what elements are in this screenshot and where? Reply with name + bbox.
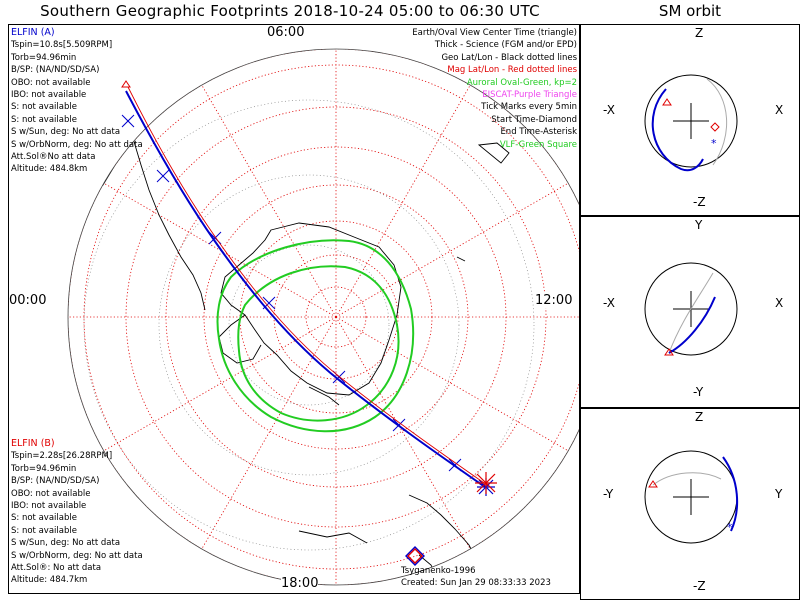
time-label-bottom: 18:00: [281, 576, 319, 591]
legend-item: Start Time-Diamond: [491, 114, 577, 125]
sm-axis-left: -X: [603, 296, 615, 310]
sm-xz-canvas: *: [644, 74, 738, 172]
elfin-a-line: IBO: not available: [11, 90, 87, 101]
sm-yz-canvas: *: [644, 450, 739, 544]
sm-start-triangle-icon: [664, 348, 674, 356]
sm-orbit-title: SM orbit: [658, 2, 722, 20]
sm-asterisk-icon: *: [727, 521, 733, 534]
sm-panel-xz[interactable]: * Z -Z -X X: [580, 24, 800, 216]
sm-axis-top: Z: [695, 410, 704, 424]
elfin-a-track: [121, 90, 495, 496]
elfin-a-line: S: not available: [11, 114, 77, 125]
track-tick-marks: [121, 114, 462, 472]
legend-item: Mag Lat/Lon - Red dotted lines: [447, 65, 577, 76]
elfin-a-line: S w/OrbNorm, deg: No att data: [11, 139, 143, 150]
page-title: Southern Geographic Footprints 2018-10-2…: [40, 2, 540, 20]
elfin-a-line: Att.Sol®No att data: [11, 152, 96, 163]
map-boundary: [67, 48, 579, 586]
sm-axis-right: X: [775, 103, 784, 117]
sm-axis-top: Z: [695, 26, 704, 40]
legend-item: Thick - Science (FGM and/or EPD): [434, 40, 577, 51]
geo-grid: [83, 99, 535, 551]
elfin-a-info: ELFIN (A) Tspin=10.8s[5.509RPM] Torb=94.…: [11, 27, 143, 176]
sm-panel-xy[interactable]: Y -Y -X X: [580, 216, 800, 408]
legend: Earth/Oval View Center Time (triangle) Th…: [412, 27, 577, 151]
credits: Tsyganenko-1996 Created: Sun Jan 29 08:3…: [401, 565, 551, 590]
sm-axis-bottom: -Z: [693, 579, 706, 593]
elfin-a-line: B/SP: (NA/ND/SD/SA): [11, 65, 100, 76]
created-timestamp: Created: Sun Jan 29 08:33:33 2023: [401, 578, 551, 589]
mag-grid: [68, 49, 579, 585]
end-asterisk-b-icon: [475, 472, 497, 494]
elfin-b-line: S: not available: [11, 513, 77, 524]
elfin-a-name: ELFIN (A): [11, 27, 55, 38]
legend-item: VLF-Green Square: [499, 139, 577, 150]
sm-axis-top: Y: [695, 218, 703, 232]
legend-item: Tick Marks every 5min: [481, 102, 577, 113]
elfin-b-line: Tspin=2.28s[26.28RPM]: [11, 451, 113, 462]
elfin-b-line: IBO: not available: [11, 501, 87, 512]
legend-item: Geo Lat/Lon - Black dotted lines: [441, 52, 577, 63]
sm-axis-right: Y: [775, 487, 783, 501]
elfin-b-info: ELFIN (B) Tspin=2.28s[26.28RPM] Torb=94.…: [11, 438, 143, 587]
time-label-left: 00:00: [9, 293, 47, 308]
legend-item: Auroral Oval-Green, kp=2: [466, 77, 577, 88]
elfin-a-line: S w/Sun, deg: No att data: [11, 127, 121, 138]
sm-axis-left: -Y: [603, 487, 614, 501]
legend-item: End Time-Asterisk: [500, 127, 577, 138]
time-label-right: 12:00: [535, 293, 573, 308]
sm-axis-right: X: [775, 296, 784, 310]
elfin-a-line: Torb=94.96min: [11, 52, 77, 63]
sm-diamond-icon: [710, 122, 720, 132]
start-triangle-icon: [121, 80, 131, 88]
elfin-a-line: OBO: not available: [11, 77, 91, 88]
elfin-b-line: S w/OrbNorm, deg: No att data: [11, 550, 143, 561]
elfin-b-line: S w/Sun, deg: No att data: [11, 538, 121, 549]
elfin-b-line: Att.Sol®: No att data: [11, 563, 102, 574]
elfin-b-line: S: not available: [11, 525, 77, 536]
sm-asterisk-icon: *: [711, 137, 717, 150]
elfin-b-line: Torb=94.96min: [11, 463, 77, 474]
elfin-b-track: [121, 80, 497, 494]
elfin-b-line: B/SP: (NA/ND/SD/SA): [11, 476, 100, 487]
elfin-b-name: ELFIN (B): [11, 438, 55, 449]
elfin-b-line: Altitude: 484.7km: [11, 575, 88, 586]
elfin-b-line: OBO: not available: [11, 488, 91, 499]
elfin-a-line: Tspin=10.8s[5.509RPM]: [11, 40, 113, 51]
footprint-map[interactable]: 06:00 00:00 12:00 18:00 ELFIN (A) Tspin=…: [8, 24, 580, 594]
sm-start-triangle-icon: [662, 98, 672, 106]
time-label-top: 06:00: [267, 25, 305, 40]
sm-axis-left: -X: [603, 103, 615, 117]
polar-map-canvas: [67, 48, 579, 586]
elfin-a-line: S: not available: [11, 102, 77, 113]
sm-panel-yz[interactable]: * Z -Z -Y Y: [580, 408, 800, 600]
sm-xy-canvas: [644, 262, 738, 356]
elfin-a-line: Altitude: 484.8km: [11, 164, 88, 175]
sm-axis-bottom: -Y: [693, 385, 704, 399]
start-diamond-icon: [405, 546, 425, 566]
sm-axis-bottom: -Z: [693, 195, 706, 209]
sm-start-triangle-icon: [648, 480, 658, 488]
legend-item: EISCAT-Purple Triangle: [482, 90, 577, 101]
legend-item: Earth/Oval View Center Time (triangle): [412, 28, 577, 38]
auroral-oval: [216, 239, 415, 433]
model-credit: Tsyganenko-1996: [401, 566, 476, 576]
